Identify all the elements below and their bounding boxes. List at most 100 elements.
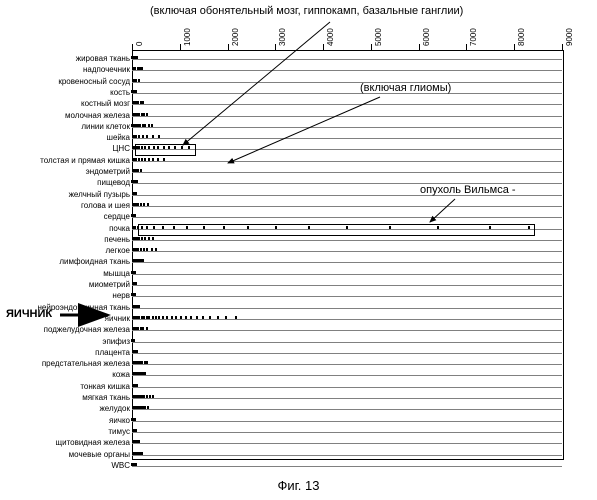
row-gridline: [132, 229, 562, 230]
data-point: [138, 440, 140, 443]
data-point: [217, 316, 219, 319]
data-point: [137, 226, 139, 229]
data-point: [151, 248, 153, 251]
data-point: [148, 237, 150, 240]
x-tick-label: 6000: [422, 28, 431, 46]
data-point: [135, 463, 137, 466]
row-gridline: [132, 161, 562, 162]
x-tick: [466, 44, 467, 50]
data-point: [136, 180, 138, 183]
y-category-label: печень: [2, 236, 130, 244]
data-point: [141, 158, 143, 161]
data-point: [141, 146, 143, 149]
row-gridline: [132, 421, 562, 422]
data-point: [155, 316, 157, 319]
x-tick: [180, 44, 181, 50]
y-category-label: мочевые органы: [2, 451, 130, 459]
data-point: [209, 316, 211, 319]
y-category-label: толстая и прямая кишка: [2, 157, 130, 165]
data-point: [153, 226, 155, 229]
data-point: [166, 316, 168, 319]
y-category-label: голова и шея: [2, 202, 130, 210]
data-point: [140, 169, 142, 172]
row-gridline: [132, 116, 562, 117]
data-point: [235, 316, 237, 319]
data-point: [155, 248, 157, 251]
data-point: [140, 327, 142, 330]
data-point: [162, 226, 164, 229]
row-gridline: [132, 330, 562, 331]
data-point: [389, 226, 391, 229]
data-point: [275, 226, 277, 229]
data-point: [141, 226, 143, 229]
row-gridline: [132, 138, 562, 139]
x-tick-label: 9000: [565, 28, 574, 46]
y-category-label: желчный пузырь: [2, 191, 130, 199]
y-category-label: яичко: [2, 417, 130, 425]
row-gridline: [132, 387, 562, 388]
y-axis-labels: жировая тканьнадпочечниккровеносный сосу…: [0, 0, 132, 470]
data-point: [175, 316, 177, 319]
y-category-label: мышца: [2, 270, 130, 278]
data-point: [141, 113, 143, 116]
data-point: [148, 124, 150, 127]
row-gridline: [132, 296, 562, 297]
data-point: [142, 259, 144, 262]
data-point: [173, 226, 175, 229]
data-point: [134, 293, 136, 296]
data-point: [196, 316, 198, 319]
y-category-label: линии клеток: [2, 123, 130, 131]
row-gridline: [132, 59, 562, 60]
data-point: [489, 226, 491, 229]
x-tick-label: 7000: [469, 28, 478, 46]
data-point: [144, 158, 146, 161]
data-point: [308, 226, 310, 229]
x-tick: [275, 44, 276, 50]
data-point: [180, 316, 182, 319]
figure-caption: Фиг. 13: [0, 478, 597, 493]
data-point: [153, 146, 155, 149]
row-gridline: [132, 342, 562, 343]
row-gridline: [132, 262, 562, 263]
row-gridline: [132, 455, 562, 456]
data-point: [163, 158, 165, 161]
data-point: [144, 372, 146, 375]
data-point: [346, 226, 348, 229]
x-tick: [419, 44, 420, 50]
data-point: [146, 395, 148, 398]
data-point: [528, 226, 530, 229]
data-point: [138, 158, 140, 161]
y-category-label: костный мозг: [2, 100, 130, 108]
data-point: [146, 226, 148, 229]
data-point: [134, 418, 136, 421]
data-point: [168, 146, 170, 149]
y-category-label: легкое: [2, 247, 130, 255]
data-point: [134, 271, 136, 274]
y-category-label: мягкая ткань: [2, 394, 130, 402]
y-category-label: почка: [2, 225, 130, 233]
y-category-label: щитовидная железа: [2, 439, 130, 447]
x-tick: [562, 44, 563, 50]
data-point: [136, 384, 138, 387]
y-category-label: шейка: [2, 134, 130, 142]
y-category-label: тонкая кишка: [2, 383, 130, 391]
row-gridline: [132, 364, 562, 365]
data-point: [138, 146, 140, 149]
y-category-label: тимус: [2, 428, 130, 436]
data-point: [146, 113, 148, 116]
y-category-label: ЦНС: [2, 145, 130, 153]
data-point: [152, 395, 154, 398]
row-gridline: [132, 353, 562, 354]
data-point: [141, 67, 143, 70]
y-category-label: поджелудочная железа: [2, 326, 130, 334]
data-point: [134, 226, 136, 229]
y-category-label: эндометрий: [2, 168, 130, 176]
data-point: [203, 226, 205, 229]
row-gridline: [132, 149, 562, 150]
y-category-label: миометрий: [2, 281, 130, 289]
data-point: [146, 135, 148, 138]
x-tick: [371, 44, 372, 50]
data-point: [202, 316, 204, 319]
row-gridline: [132, 70, 562, 71]
ovary-bold-label: ЯИЧНИК: [6, 308, 52, 320]
